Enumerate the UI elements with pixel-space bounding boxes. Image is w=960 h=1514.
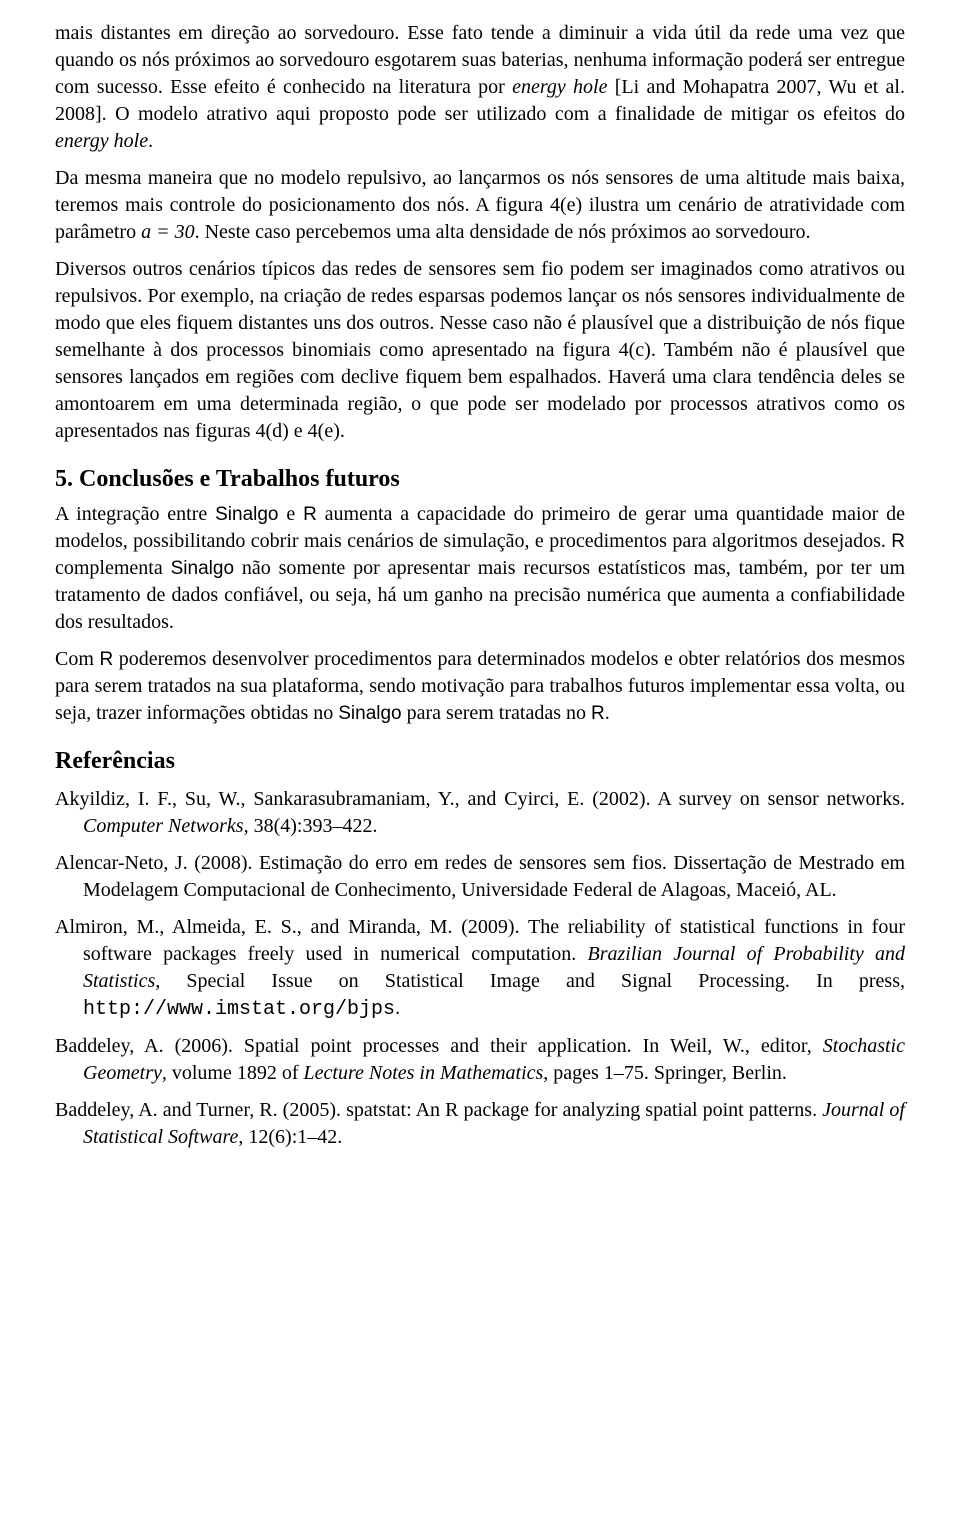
text: .: [605, 702, 610, 724]
text: Baddeley, A. (2006). Spatial point proce…: [55, 1035, 823, 1057]
references-heading: Referências: [55, 745, 905, 777]
text: Com: [55, 648, 99, 670]
body-paragraph-4: A integração entre Sinalgo e R aumenta a…: [55, 501, 905, 636]
reference-entry: Alencar-Neto, J. (2008). Estimação do er…: [55, 850, 905, 904]
reference-entry: Almiron, M., Almeida, E. S., and Miranda…: [55, 914, 905, 1023]
software-r: R: [891, 531, 905, 552]
text: .: [395, 997, 400, 1019]
italic-term-energy-hole: energy hole: [55, 130, 148, 152]
text: A integração entre: [55, 503, 215, 525]
text: complementa: [55, 557, 171, 579]
text: , volume 1892 of: [162, 1062, 304, 1084]
text: Baddeley, A. and Turner, R. (2005). spat…: [55, 1099, 822, 1121]
journal-title: Computer Networks: [83, 815, 244, 837]
section-heading-5: 5. Conclusões e Trabalhos futuros: [55, 463, 905, 495]
body-paragraph-2: Da mesma maneira que no modelo repulsivo…: [55, 165, 905, 246]
software-r: R: [99, 649, 113, 670]
url-text: http://www.imstat.org/bjps: [83, 998, 395, 1021]
software-r: R: [591, 703, 605, 724]
text: , 38(4):393–422.: [244, 815, 378, 837]
text: . Neste caso percebemos uma alta densida…: [195, 221, 811, 243]
body-paragraph-5: Com R poderemos desenvolver procedimento…: [55, 646, 905, 727]
text: para serem tratadas no: [402, 702, 591, 724]
software-sinalgo: Sinalgo: [215, 504, 278, 525]
software-sinalgo: Sinalgo: [338, 703, 401, 724]
software-r: R: [303, 504, 317, 525]
reference-entry: Akyildiz, I. F., Su, W., Sankarasubraman…: [55, 786, 905, 840]
text: e: [279, 503, 304, 525]
series-title: Lecture Notes in Mathematics: [304, 1062, 544, 1084]
text: , pages 1–75. Springer, Berlin.: [543, 1062, 787, 1084]
text: .: [148, 130, 153, 152]
math-expr: a = 30: [141, 221, 195, 243]
text: , Special Issue on Statistical Image and…: [155, 970, 905, 992]
body-paragraph-3: Diversos outros cenários típicos das red…: [55, 256, 905, 445]
reference-entry: Baddeley, A. (2006). Spatial point proce…: [55, 1033, 905, 1087]
italic-term-energy-hole: energy hole: [512, 76, 607, 98]
reference-entry: Baddeley, A. and Turner, R. (2005). spat…: [55, 1097, 905, 1151]
text: , 12(6):1–42.: [238, 1126, 342, 1148]
text: Akyildiz, I. F., Su, W., Sankarasubraman…: [55, 788, 905, 810]
software-sinalgo: Sinalgo: [171, 558, 234, 579]
body-paragraph-1: mais distantes em direção ao sorvedouro.…: [55, 20, 905, 155]
